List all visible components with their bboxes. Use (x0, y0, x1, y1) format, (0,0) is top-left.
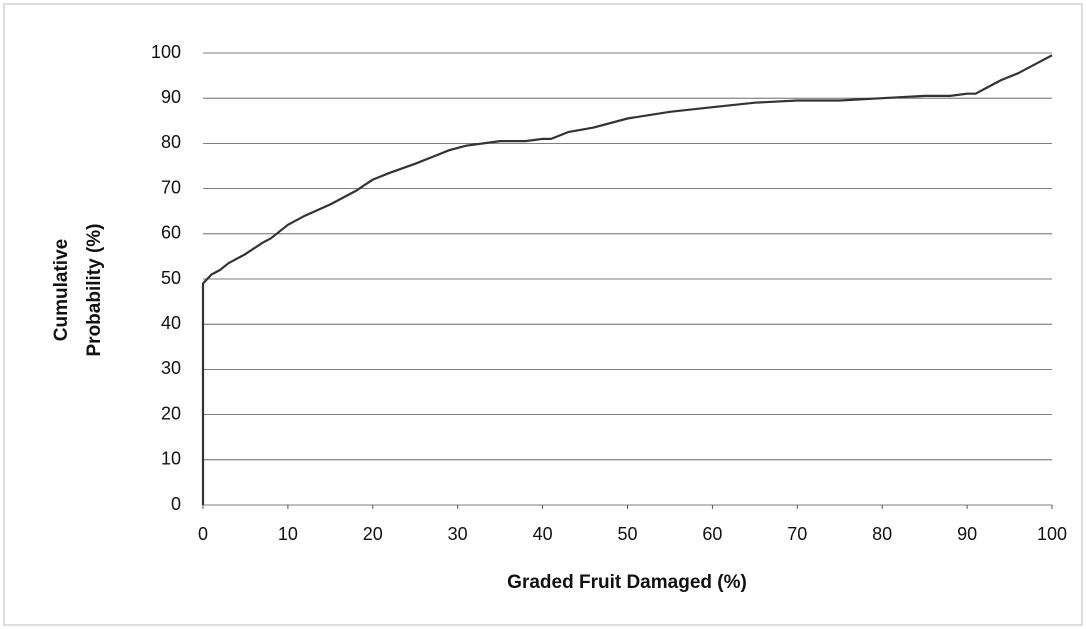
x-tick-label: 100 (1037, 524, 1067, 544)
y-tick-label: 40 (161, 313, 181, 333)
x-tick-label: 60 (702, 524, 722, 544)
y-tick-label: 20 (161, 403, 181, 423)
y-axis-label: Cumulative (51, 239, 72, 341)
x-axis-label: Graded Fruit Damaged (%) (507, 572, 747, 593)
x-tick-label: 10 (278, 524, 298, 544)
x-tick-label: 80 (872, 524, 892, 544)
y-axis-label: Probability (%) (84, 223, 105, 356)
data-line (201, 54, 1053, 505)
y-tick-label: 80 (161, 132, 181, 152)
y-tick-label: 100 (151, 42, 181, 62)
y-tick-label: 60 (161, 223, 181, 243)
frame (3, 3, 1083, 626)
y-tick-label: 50 (161, 268, 181, 288)
x-tick-label: 30 (448, 524, 468, 544)
x-tick-label: 0 (198, 524, 208, 544)
x-tick-label: 50 (617, 524, 637, 544)
x-tick-label: 70 (787, 524, 807, 544)
x-tick-label: 20 (363, 524, 383, 544)
y-tick-label: 10 (161, 449, 181, 469)
y-tick-label: 90 (161, 87, 181, 107)
y-tick-label: 30 (161, 358, 181, 378)
x-tick-label: 40 (533, 524, 553, 544)
y-tick-label: 0 (171, 494, 181, 514)
y-tick-label: 70 (161, 177, 181, 197)
x-tick-label: 90 (957, 524, 977, 544)
